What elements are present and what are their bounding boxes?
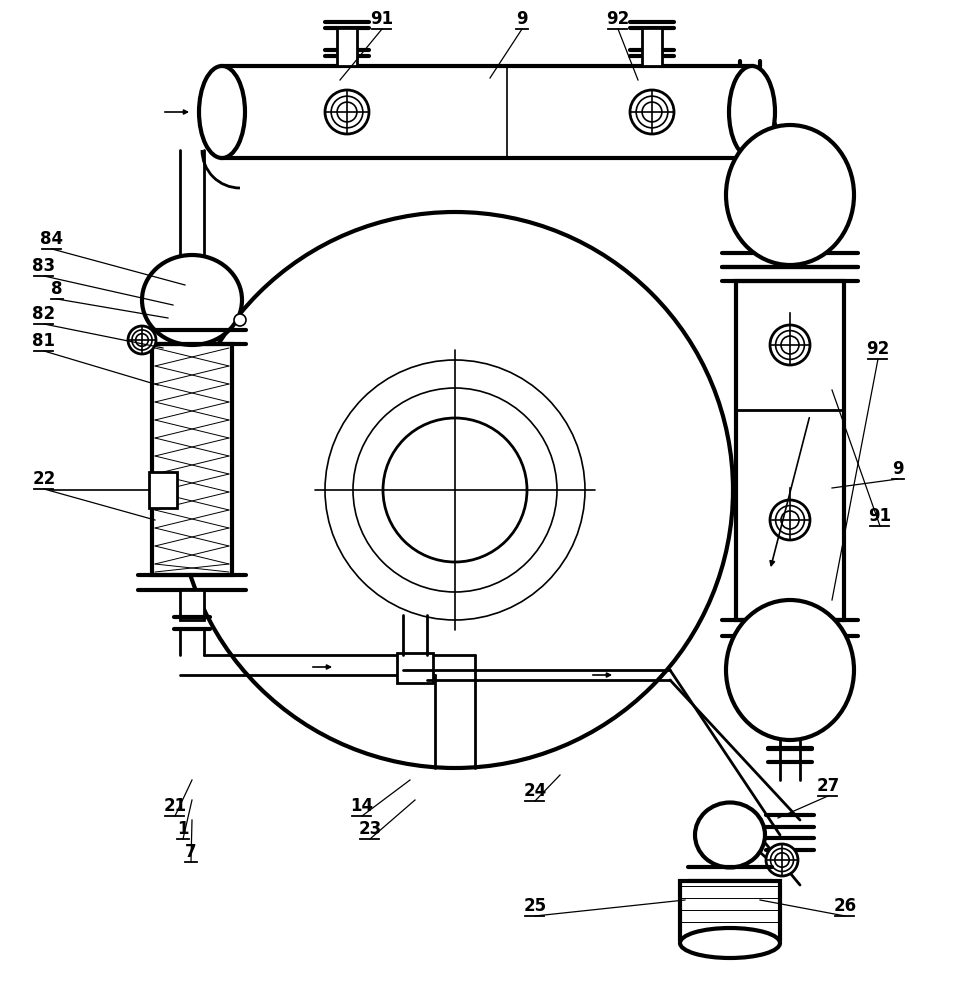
Text: 9: 9: [891, 460, 903, 478]
Text: 9: 9: [516, 10, 527, 28]
Circle shape: [325, 90, 368, 134]
Text: 92: 92: [606, 10, 629, 28]
Text: 91: 91: [370, 10, 393, 28]
Bar: [641, 28, 661, 66]
Circle shape: [176, 212, 733, 768]
Ellipse shape: [694, 802, 765, 867]
Text: 21: 21: [163, 797, 186, 815]
Text: 92: 92: [865, 340, 889, 358]
Text: 84: 84: [41, 230, 64, 248]
Ellipse shape: [141, 255, 241, 345]
Text: 25: 25: [523, 897, 546, 915]
Text: 27: 27: [816, 777, 839, 795]
Bar: [149, 472, 176, 508]
Bar: [180, 590, 203, 620]
Circle shape: [769, 325, 809, 365]
Circle shape: [234, 314, 246, 326]
Bar: [679, 881, 779, 939]
Text: 23: 23: [358, 820, 381, 838]
Text: 81: 81: [33, 332, 55, 350]
Bar: [336, 28, 357, 66]
Bar: [152, 344, 232, 575]
Text: 14: 14: [350, 797, 373, 815]
Ellipse shape: [679, 928, 779, 958]
Text: 22: 22: [32, 470, 55, 488]
Text: 26: 26: [832, 897, 856, 915]
Bar: [222, 66, 751, 158]
Ellipse shape: [729, 66, 774, 158]
Text: 8: 8: [51, 280, 63, 298]
Ellipse shape: [199, 66, 245, 158]
Circle shape: [383, 418, 526, 562]
Circle shape: [769, 500, 809, 540]
Text: 82: 82: [32, 305, 55, 323]
Circle shape: [766, 844, 797, 876]
Circle shape: [128, 326, 156, 354]
Text: 91: 91: [867, 507, 891, 525]
Text: 1: 1: [177, 820, 189, 838]
Ellipse shape: [725, 125, 853, 265]
Text: 24: 24: [523, 782, 547, 800]
Circle shape: [629, 90, 673, 134]
Bar: [735, 281, 843, 620]
Text: 83: 83: [32, 257, 55, 275]
Ellipse shape: [725, 600, 853, 740]
Text: 7: 7: [185, 843, 197, 861]
Bar: [396, 653, 432, 683]
